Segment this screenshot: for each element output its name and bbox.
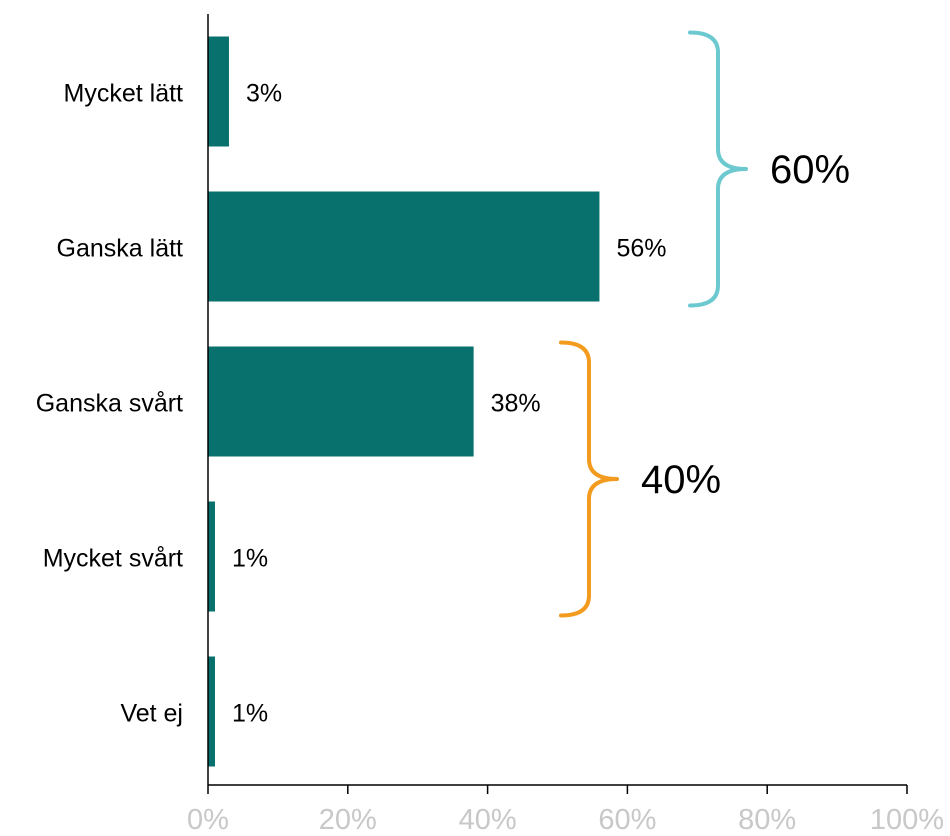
- value-label: 1%: [232, 700, 268, 728]
- x-tick-label: 60%: [598, 804, 656, 836]
- brackets-group: 60% 40%: [559, 30, 850, 618]
- bar: [208, 346, 474, 457]
- bar: [208, 501, 215, 612]
- x-tick-label: 0%: [187, 804, 229, 836]
- category-labels-group: Mycket lätt Ganska lätt Ganska svårt Mycket…: [36, 80, 183, 728]
- value-labels-group: 3% 56% 38% 1% 1%: [232, 80, 666, 728]
- bracket-label: 40%: [641, 458, 721, 502]
- value-label: 3%: [246, 80, 282, 108]
- axes-group: [207, 14, 907, 786]
- value-label: 38%: [491, 390, 541, 418]
- category-label: Ganska lätt: [57, 235, 184, 263]
- category-label: Ganska svårt: [36, 390, 183, 418]
- x-tick-label: 20%: [319, 804, 377, 836]
- category-label: Mycket svårt: [43, 545, 183, 573]
- bar: [208, 656, 215, 767]
- bars-group: [208, 36, 600, 767]
- value-label: 1%: [232, 545, 268, 573]
- value-label: 56%: [616, 235, 666, 263]
- bracket: [559, 340, 619, 618]
- x-tick-label: 100%: [870, 804, 944, 836]
- bar: [208, 36, 229, 147]
- category-label: Vet ej: [120, 700, 183, 728]
- x-tick-label: 80%: [738, 804, 796, 836]
- category-label: Mycket lätt: [64, 80, 184, 108]
- bracket-label: 60%: [770, 148, 850, 192]
- x-tick-label: 40%: [459, 804, 517, 836]
- bar: [208, 191, 600, 302]
- x-ticks-group: 0% 20% 40% 60% 80% 100%: [187, 785, 944, 836]
- bracket: [688, 30, 748, 308]
